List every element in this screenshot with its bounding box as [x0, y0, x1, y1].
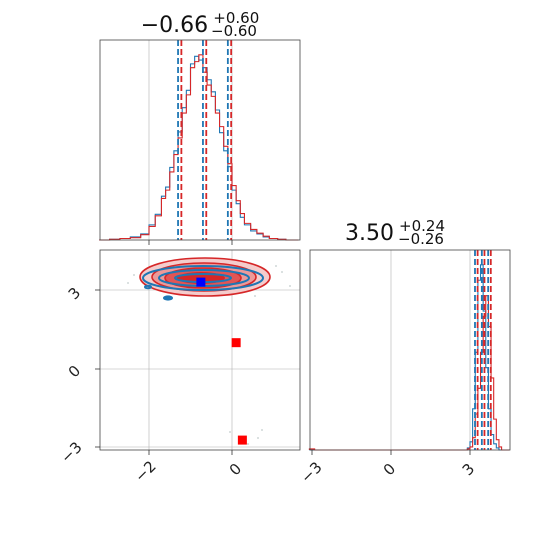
- p3-hist-blue: [309, 264, 510, 451]
- scatter-point: [289, 285, 291, 287]
- truth-marker-blue: [196, 277, 206, 287]
- p2-xtick-label-neg2: −2: [131, 457, 159, 485]
- param1-title-sub: −0.60: [211, 22, 257, 40]
- p3-frame: [309, 249, 511, 451]
- scatter-point: [229, 431, 231, 433]
- p2-ytick-label-3: 3: [65, 284, 84, 303]
- scatter-point: [133, 274, 135, 276]
- p1-hist-red: [99, 54, 299, 241]
- marginal-panel-param1: [99, 39, 301, 241]
- blue-contour-island: [144, 284, 152, 290]
- param2-title-main: 3.50: [345, 221, 394, 246]
- p3-xtick-label-3: 3: [459, 460, 478, 479]
- blue-contour-outer: [142, 265, 264, 291]
- p1-hist-blue: [99, 55, 299, 241]
- param1-title-main: −0.66: [141, 13, 208, 38]
- p2-ytick-label-neg3: −3: [57, 438, 85, 466]
- truth-marker-red: [231, 338, 241, 348]
- blue-contour-island: [163, 295, 173, 301]
- p3-xtick-label-neg3: −3: [297, 458, 325, 486]
- scatter-point: [281, 271, 283, 273]
- truth-marker-red: [237, 435, 247, 445]
- p3-xtick-label-0: 0: [380, 460, 399, 479]
- marginal-panel-param2: [308, 249, 511, 451]
- scatter-point: [254, 295, 256, 297]
- p3-hist-red: [308, 295, 510, 451]
- param2-title-sup: +0.24: [399, 217, 445, 235]
- param2-title: 3.50 +0.24: [345, 217, 445, 246]
- scatter-point: [275, 265, 277, 267]
- scatter-point: [247, 443, 249, 445]
- p2-ytick-label-0: 0: [65, 362, 84, 381]
- joint-panel: [99, 249, 301, 451]
- scatter-point: [257, 437, 259, 439]
- param1-title-sup: +0.60: [213, 9, 259, 27]
- scatter-point: [261, 429, 263, 431]
- param2-title-sub: −0.26: [398, 230, 444, 248]
- p1-frame: [99, 39, 301, 241]
- p2-xtick-label-0: 0: [226, 460, 245, 479]
- param1-title: −0.66 +0.60: [141, 9, 259, 38]
- scatter-point: [127, 282, 129, 284]
- p2-frame: [99, 249, 301, 451]
